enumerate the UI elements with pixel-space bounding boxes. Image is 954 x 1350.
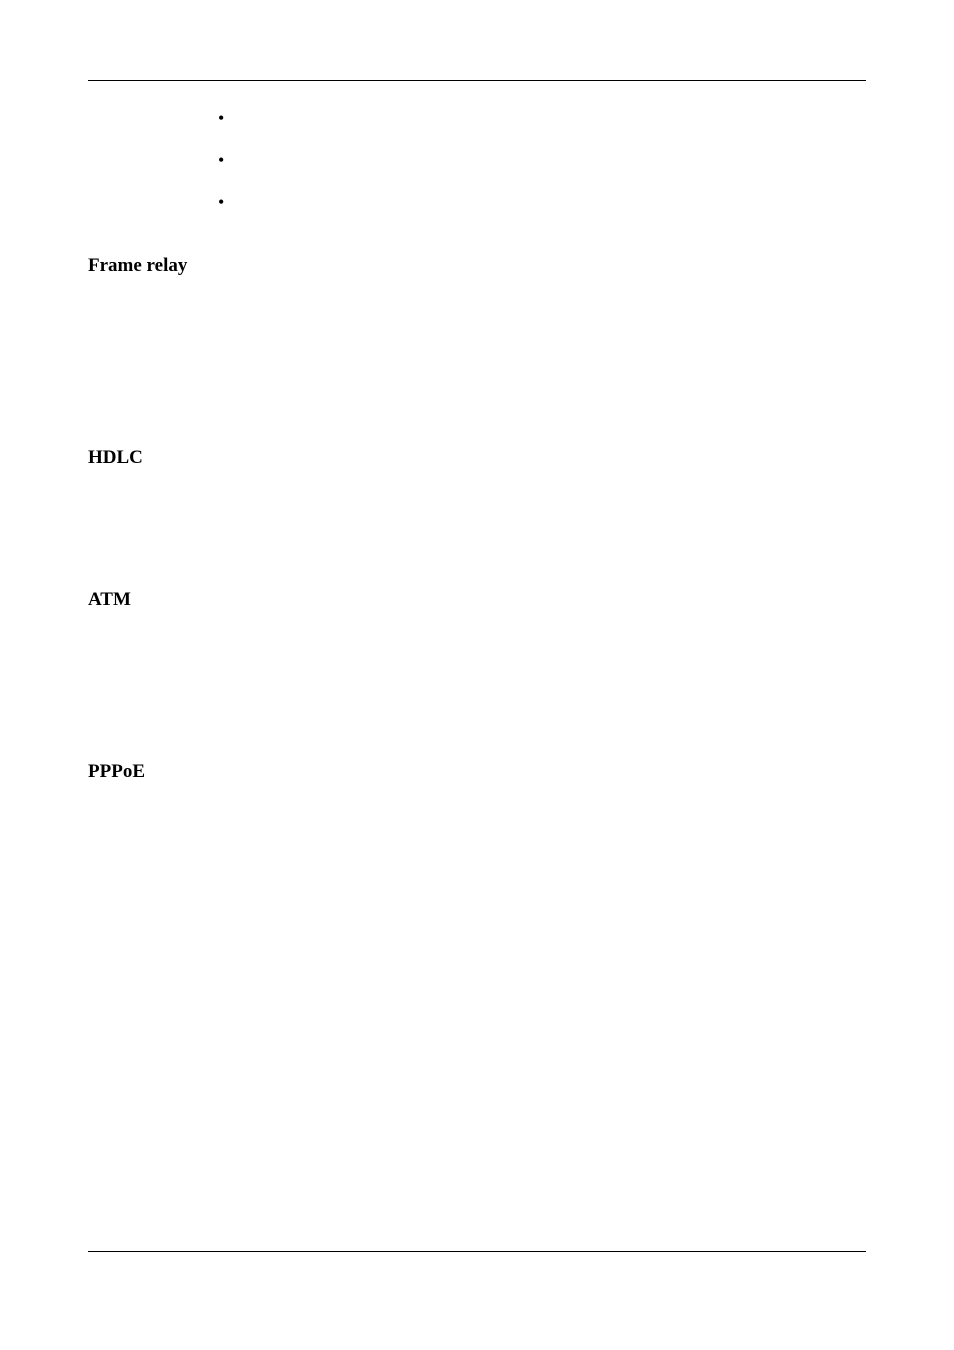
section-gap [88,469,866,589]
top-rule [88,80,866,81]
list-item: • [218,109,866,127]
heading-frame-relay: Frame relay [88,255,866,277]
section-gap [88,277,866,447]
bullet-list: • • • [218,109,866,211]
heading-atm: ATM [88,589,866,611]
section-gap [88,611,866,761]
page-content: • • • Frame relay HDLC ATM PPPoE [88,80,866,783]
heading-pppoe: PPPoE [88,761,866,783]
heading-hdlc: HDLC [88,447,866,469]
bottom-rule [88,1251,866,1252]
list-item: • [218,151,866,169]
list-item: • [218,193,866,211]
